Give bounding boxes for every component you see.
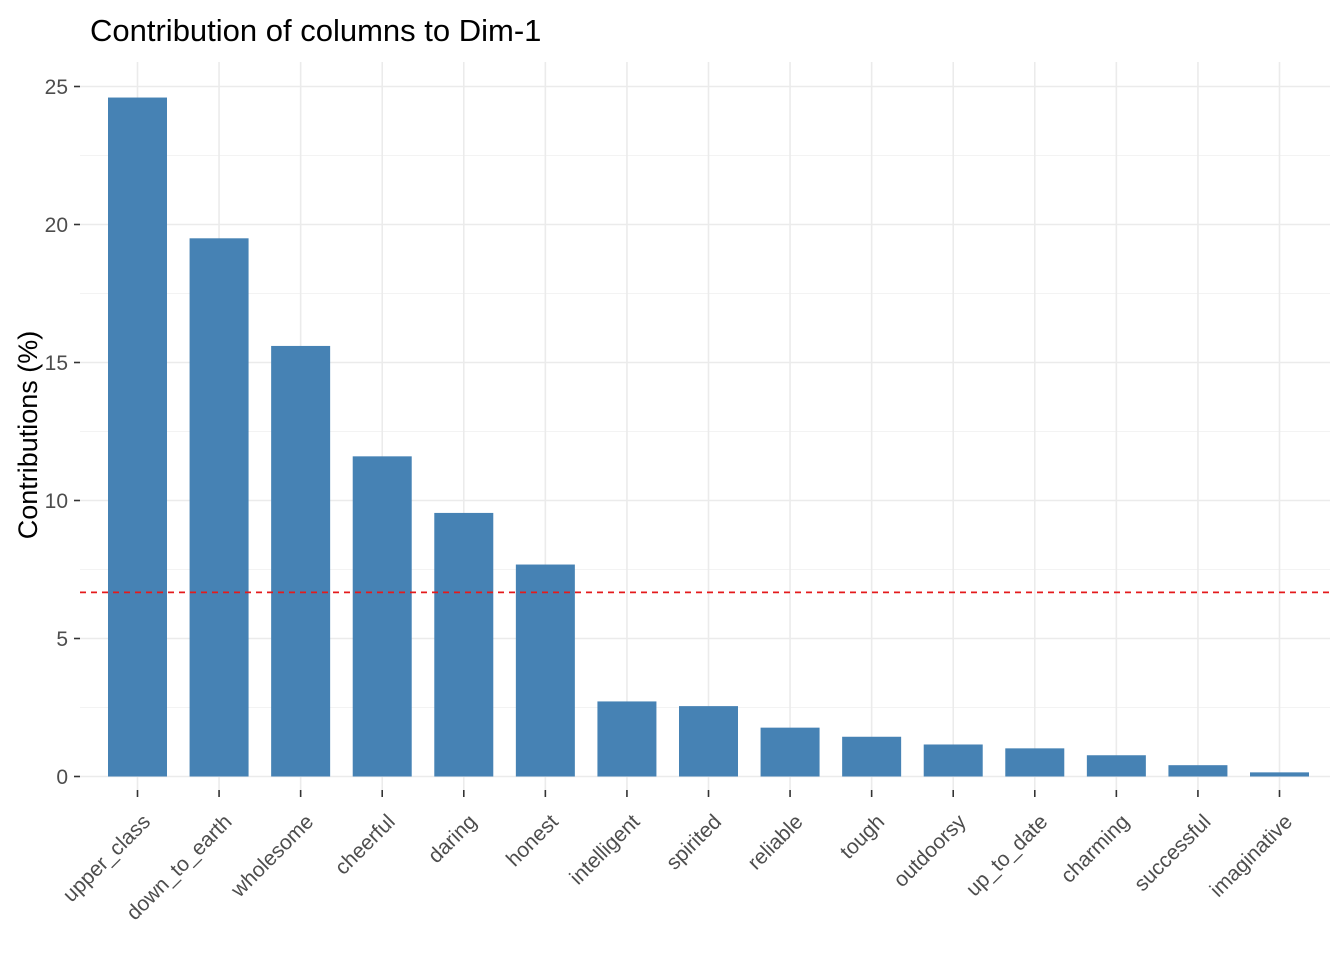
x-tick-label: successful <box>1130 810 1216 896</box>
bar-outdoorsy <box>923 744 983 777</box>
y-tick-label: 25 <box>45 76 68 99</box>
bar-down_to_earth <box>189 238 249 777</box>
x-tick-label: spirited <box>662 810 726 874</box>
x-tick-label: intelligent <box>565 810 644 889</box>
bar-cheerful <box>352 456 412 777</box>
bar-honest <box>515 564 575 777</box>
x-tick-label: imaginative <box>1206 810 1297 901</box>
bar-spirited <box>679 706 738 777</box>
y-tick-label: 20 <box>45 214 68 237</box>
x-tick-label: tough <box>836 810 889 863</box>
x-tick-label: daring <box>424 810 482 868</box>
x-tick-label: outdoorsy <box>889 810 971 892</box>
bar-imaginative <box>1250 772 1309 777</box>
y-tick-label: 10 <box>45 490 68 513</box>
bar-wholesome <box>271 345 331 777</box>
x-tick-label: wholesome <box>226 810 318 902</box>
x-tick-label: charming <box>1057 810 1134 887</box>
grid <box>80 62 1330 790</box>
bar-up_to_date <box>1005 748 1065 777</box>
x-tick-label: honest <box>502 810 563 871</box>
bar-daring <box>434 512 494 777</box>
bar-intelligent <box>597 701 657 777</box>
bars <box>108 97 1309 777</box>
x-tick-label: reliable <box>743 810 807 874</box>
x-tick-label: up_to_date <box>962 810 1053 901</box>
chart-title: Contribution of columns to Dim-1 <box>90 13 541 48</box>
y-tick-label: 15 <box>45 352 68 375</box>
bar-upper_class <box>108 97 167 777</box>
y-tick-label: 0 <box>56 766 68 789</box>
y-axis-label: Contributions (%) <box>13 331 43 540</box>
bar-reliable <box>760 727 820 777</box>
bar-successful <box>1168 765 1228 777</box>
x-tick-label: cheerful <box>331 810 400 879</box>
y-tick-label: 5 <box>56 628 68 651</box>
bar-charming <box>1086 755 1146 777</box>
bar-tough <box>842 736 902 777</box>
y-axis: 0 5 10 15 20 25 <box>45 76 80 789</box>
